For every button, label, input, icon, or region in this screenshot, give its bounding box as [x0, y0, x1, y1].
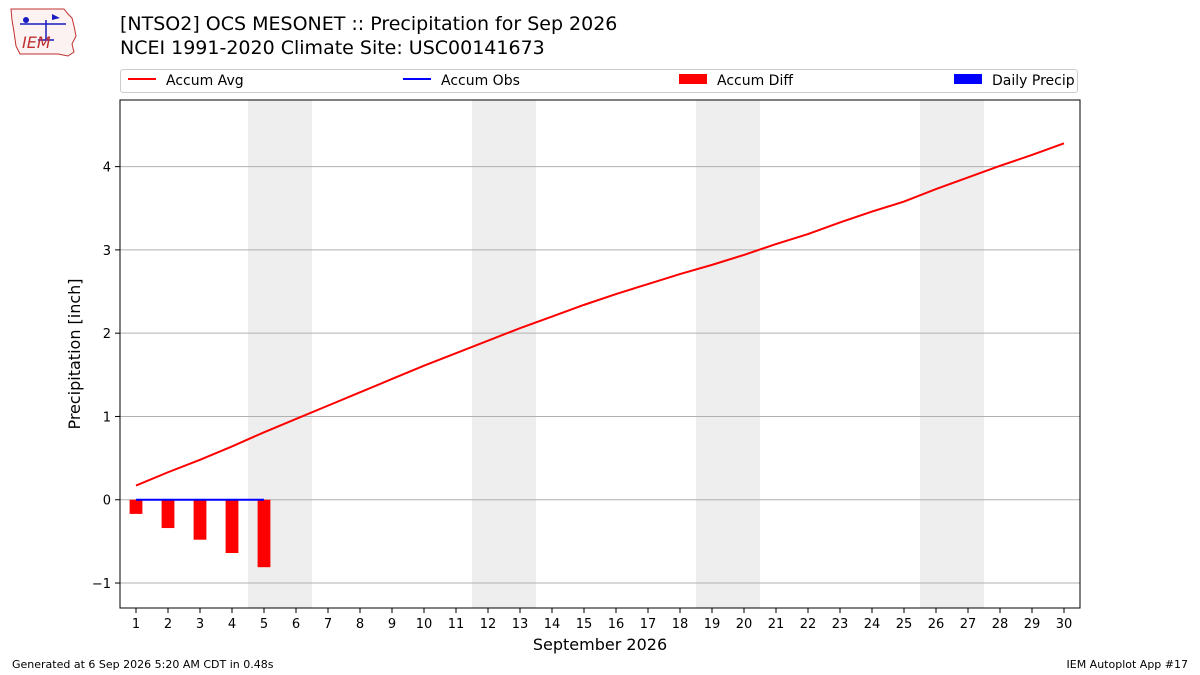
- x-tick-label: 10: [416, 617, 433, 632]
- x-tick-label: 30: [1056, 617, 1073, 632]
- legend-label-accum-diff: Accum Diff: [717, 73, 794, 89]
- x-tick-label: 20: [736, 617, 753, 632]
- y-tick-label: 4: [103, 161, 111, 176]
- x-tick-label: 11: [448, 617, 465, 632]
- x-tick-label: 29: [1024, 617, 1041, 632]
- app-label: IEM Autoplot App #17: [1066, 658, 1189, 671]
- iem-logo-graphic: IEM: [10, 8, 77, 57]
- x-tick-label: 23: [832, 617, 849, 632]
- x-tick-label: 26: [928, 617, 945, 632]
- weekend-band-2: [472, 100, 536, 608]
- x-tick-label: 22: [800, 617, 817, 632]
- x-tick-label: 6: [292, 617, 300, 632]
- accum-diff-bar-2: [161, 499, 175, 529]
- x-tick-label: 21: [768, 617, 785, 632]
- weekend-band-4: [920, 100, 984, 608]
- title-line-2: NCEI 1991-2020 Climate Site: USC00141673: [120, 37, 545, 59]
- legend-item-accum-diff: Accum Diff: [679, 73, 793, 89]
- x-tick-label: 7: [324, 617, 332, 632]
- generated-timestamp: Generated at 6 Sep 2026 5:20 AM CDT in 0…: [12, 658, 274, 671]
- y-tick-label: 1: [103, 410, 111, 425]
- accum-diff-bar-1: [129, 499, 143, 514]
- weekend-shading: [248, 100, 984, 608]
- weekend-band-3: [696, 100, 760, 608]
- accum-diff-bar-3: [193, 499, 207, 540]
- chart-title: [NTSO2] OCS MESONET :: Precipitation for…: [120, 12, 617, 60]
- accum-diff-bar-5: [257, 499, 271, 568]
- x-tick-label: 14: [544, 617, 561, 632]
- accum-avg-line: [135, 142, 1065, 487]
- x-tick-label: 8: [356, 617, 364, 632]
- legend-swatch-accum-avg: [128, 78, 156, 80]
- chart-legend: Accum Avg Accum Obs Accum Diff Daily Pre…: [120, 69, 1078, 93]
- accum-diff-bar-4: [225, 499, 239, 554]
- iem-logo: IEM: [8, 6, 80, 58]
- x-tick-label: 12: [480, 617, 497, 632]
- x-tick-label: 27: [960, 617, 977, 632]
- y-tick-label: 3: [103, 244, 111, 259]
- x-tick-label: 25: [896, 617, 913, 632]
- legend-label-accum-obs: Accum Obs: [441, 73, 520, 89]
- y-tick-label: 2: [103, 327, 111, 342]
- x-tick-label: 18: [672, 617, 689, 632]
- legend-swatch-daily-precip: [954, 74, 982, 84]
- x-tick-label: 5: [260, 617, 268, 632]
- logo-text: IEM: [22, 33, 51, 52]
- legend-swatch-accum-diff: [679, 74, 707, 84]
- x-tick-label: 2: [164, 617, 172, 632]
- x-tick-label: 4: [228, 617, 236, 632]
- x-tick-label: 13: [512, 617, 529, 632]
- y-axis-label: Precipitation [inch]: [65, 278, 84, 429]
- x-tick-label: 15: [576, 617, 593, 632]
- x-tick-label: 28: [992, 617, 1009, 632]
- y-tick-label: 0: [103, 494, 111, 509]
- legend-item-accum-avg: Accum Avg: [128, 73, 244, 89]
- grid-lines: [120, 166, 1080, 584]
- legend-label-accum-avg: Accum Avg: [166, 73, 244, 89]
- x-tick-label: 9: [388, 617, 396, 632]
- x-tick-label: 19: [704, 617, 721, 632]
- legend-swatch-accum-obs: [403, 78, 431, 80]
- series-lines: [135, 142, 1065, 501]
- y-tick-label: −1: [92, 577, 111, 592]
- diff-bars: [129, 499, 271, 568]
- x-tick-label: 16: [608, 617, 625, 632]
- plot-frame: [119, 99, 1081, 609]
- x-tick-label: 1: [132, 617, 140, 632]
- legend-label-daily-precip: Daily Precip: [992, 73, 1075, 89]
- title-line-1: [NTSO2] OCS MESONET :: Precipitation for…: [120, 13, 618, 35]
- x-tick-label: 17: [640, 617, 657, 632]
- x-tick-label: 3: [196, 617, 204, 632]
- x-tick-label: 24: [864, 617, 881, 632]
- legend-item-daily-precip: Daily Precip: [954, 73, 1075, 89]
- legend-item-accum-obs: Accum Obs: [403, 73, 520, 89]
- x-axis-label: September 2026: [533, 635, 667, 654]
